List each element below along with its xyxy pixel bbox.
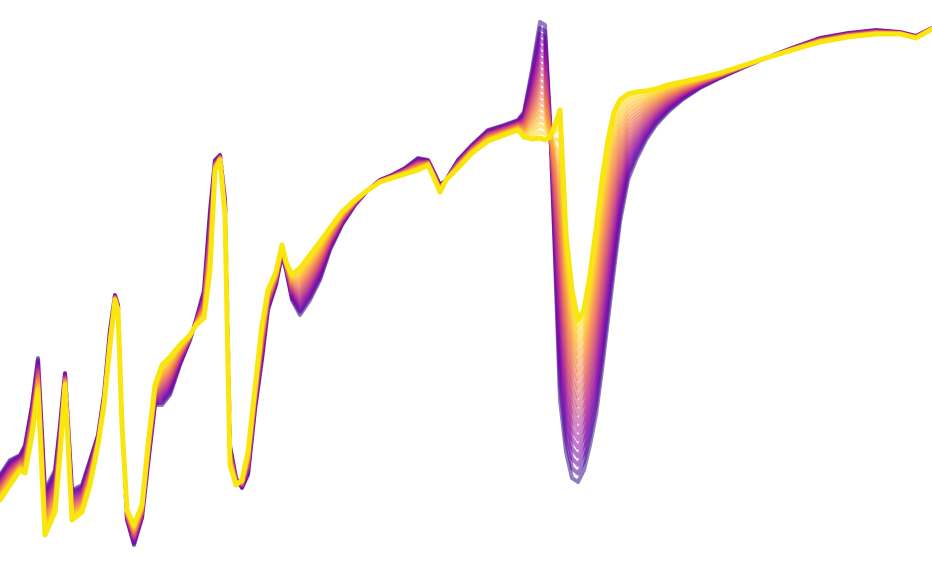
series-line-11 (0, 26, 932, 537)
series-line-13 (0, 26, 932, 535)
series-line-8 (0, 26, 932, 540)
series-line-1 (0, 20, 932, 547)
series-line-3 (0, 26, 932, 545)
series-line-14 (0, 26, 932, 534)
series-line-9 (0, 26, 932, 539)
series-line-5 (0, 26, 932, 543)
series-lines (0, 20, 932, 547)
series-line-7 (0, 26, 932, 541)
series-line-19 (0, 26, 932, 535)
series-line-16 (0, 26, 932, 532)
series-line-6 (0, 26, 932, 542)
series-line-17 (0, 26, 932, 531)
series-line-12 (0, 26, 932, 536)
series-line-10 (0, 26, 932, 538)
series-line-4 (0, 26, 932, 544)
series-line-2 (0, 26, 932, 546)
series-line-15 (0, 26, 932, 533)
series-line-20 (0, 26, 932, 538)
series-line-18 (0, 26, 932, 533)
